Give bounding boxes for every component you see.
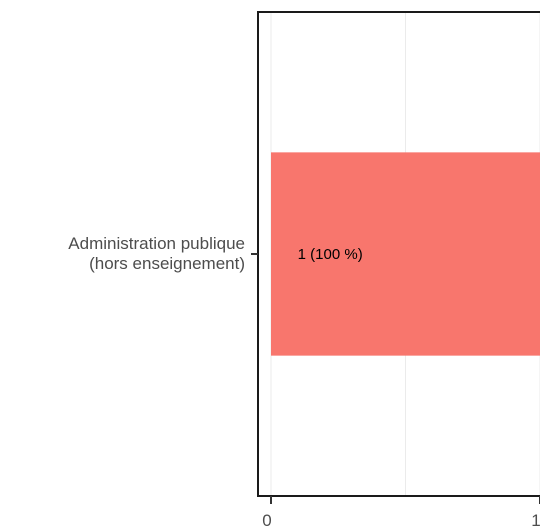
bars: 1 (100 %) (271, 152, 540, 356)
x-tick-label-0: 0 (262, 511, 271, 529)
bar-data-label-0: 1 (100 %) (298, 246, 363, 263)
category-label-0: Administration publique (hors enseignemen… (68, 234, 245, 273)
x-tick-label-1: 1 (531, 511, 540, 529)
axes: Administration publique (hors enseignemen… (68, 234, 540, 529)
bar-0 (271, 152, 540, 356)
category-label-line-1: (hors enseignement) (89, 254, 245, 273)
category-label-line-0: Administration publique (68, 234, 245, 253)
